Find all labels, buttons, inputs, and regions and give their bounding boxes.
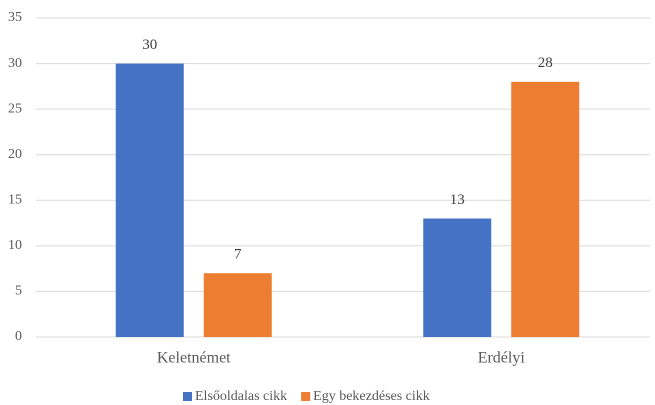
value-label: 30	[142, 37, 157, 53]
legend-label: Egy bekezdéses cikk	[313, 389, 430, 404]
value-label: 28	[538, 55, 553, 71]
y-tick-label: 0	[15, 329, 22, 344]
legend-label: Elsőoldalas cikk	[195, 389, 287, 404]
value-label: 7	[234, 247, 242, 263]
y-tick-label: 25	[8, 101, 22, 116]
bar	[115, 63, 184, 337]
value-label: 13	[450, 192, 465, 208]
y-tick-label: 35	[8, 10, 22, 25]
y-tick-label: 15	[8, 193, 22, 208]
x-tick-label: Erdélyi	[478, 350, 526, 367]
y-tick-label: 5	[15, 284, 22, 299]
bar	[203, 273, 272, 337]
y-tick-label: 20	[8, 147, 22, 162]
bar	[423, 218, 492, 337]
y-tick-label: 30	[8, 56, 22, 71]
y-tick-label: 10	[8, 238, 22, 253]
x-tick-label: Keletnémet	[157, 350, 231, 367]
legend-swatch	[183, 392, 192, 401]
legend-swatch	[301, 392, 311, 401]
bar	[511, 81, 580, 337]
